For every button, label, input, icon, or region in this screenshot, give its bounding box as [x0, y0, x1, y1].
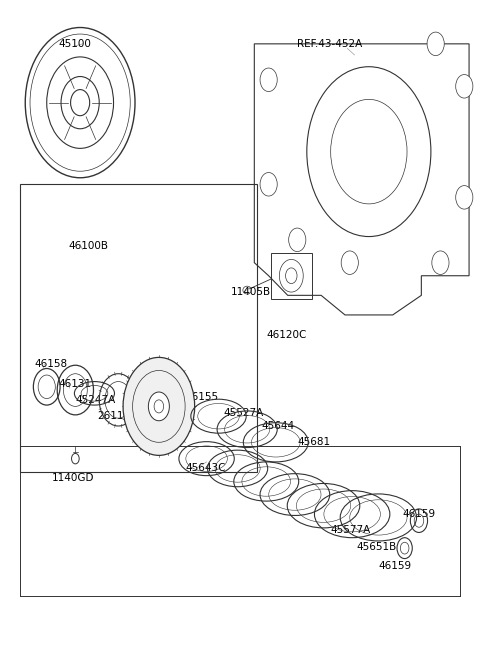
Ellipse shape	[341, 251, 359, 274]
Text: 46120C: 46120C	[266, 329, 307, 340]
Text: REF.43-452A: REF.43-452A	[297, 39, 362, 49]
Text: 45681: 45681	[297, 438, 330, 447]
Text: 46131: 46131	[59, 379, 92, 388]
Text: 45644: 45644	[262, 421, 295, 431]
Text: 45100: 45100	[59, 39, 92, 49]
Text: 46155: 46155	[185, 392, 218, 401]
Ellipse shape	[123, 358, 195, 455]
Text: 45651B: 45651B	[357, 542, 397, 552]
Ellipse shape	[427, 32, 444, 56]
Text: 45247A: 45247A	[75, 395, 116, 405]
Text: 1140GD: 1140GD	[51, 473, 94, 483]
Ellipse shape	[456, 75, 473, 98]
Text: 11405B: 11405B	[230, 287, 271, 297]
Text: 45643C: 45643C	[185, 463, 226, 474]
Text: 46100B: 46100B	[68, 241, 108, 251]
Text: 46159: 46159	[402, 509, 435, 519]
Ellipse shape	[260, 68, 277, 92]
Ellipse shape	[260, 173, 277, 196]
Text: 46158: 46158	[35, 359, 68, 369]
Text: 46159: 46159	[378, 562, 411, 571]
Ellipse shape	[288, 228, 306, 251]
Text: 45527A: 45527A	[223, 408, 264, 418]
Text: REF.43-452A: REF.43-452A	[0, 655, 1, 656]
Ellipse shape	[148, 392, 169, 420]
Text: 26112B: 26112B	[97, 411, 137, 421]
Text: 45577A: 45577A	[331, 525, 371, 535]
Ellipse shape	[432, 251, 449, 274]
Ellipse shape	[456, 186, 473, 209]
